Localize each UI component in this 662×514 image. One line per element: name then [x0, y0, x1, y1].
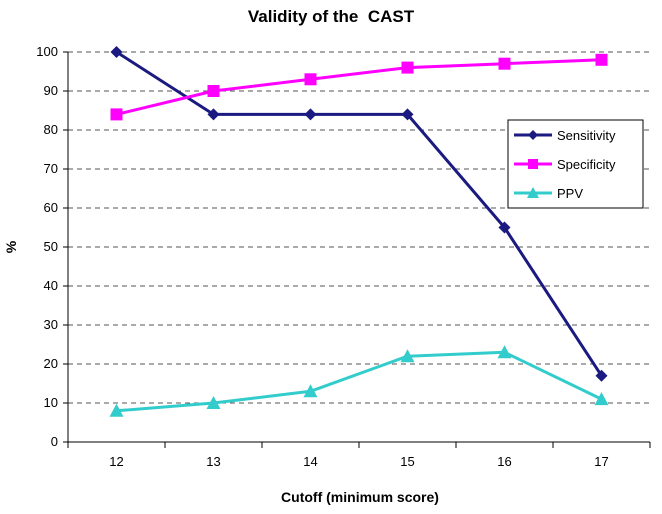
legend-item-specificity: Specificity [514, 157, 616, 172]
square-marker [528, 159, 538, 169]
square-marker [207, 85, 220, 97]
legend: Sensitivity Specificity PPV [507, 119, 644, 209]
legend-item-ppv: PPV [514, 186, 583, 201]
x-axis-title: Cutoff (minimum score) [281, 489, 439, 505]
triangle-marker [206, 396, 221, 409]
diamond-marker [207, 108, 220, 121]
diamond-marker [401, 108, 414, 121]
x-ticks: 12 13 14 15 16 17 [67, 442, 651, 469]
square-marker [401, 61, 414, 74]
chart-title: Validity of the CAST [248, 7, 415, 26]
triangle-marker [109, 403, 124, 417]
square-marker [304, 73, 317, 86]
grid [68, 51, 650, 404]
diamond-marker [498, 221, 511, 234]
legend-label: PPV [557, 186, 583, 201]
diamond-marker [110, 46, 123, 58]
triangle-marker [303, 384, 318, 398]
y-tick-label: 80 [44, 122, 58, 137]
y-tick-label: 100 [36, 44, 58, 59]
diamond-marker [528, 130, 538, 140]
y-axis-title: % [3, 240, 19, 253]
x-tick-label: 17 [594, 454, 608, 469]
triangle-marker [497, 345, 512, 359]
series-ppv [109, 345, 609, 417]
square-marker [595, 53, 608, 66]
y-tick-label: 70 [44, 161, 58, 176]
triangle-marker [594, 392, 609, 406]
x-tick-label: 16 [497, 454, 511, 469]
y-ticks: 0 10 20 30 40 50 60 70 80 90 100 [36, 44, 68, 449]
y-tick-label: 50 [44, 239, 58, 254]
y-tick-label: 10 [44, 395, 58, 410]
series-line [115, 50, 603, 377]
y-tick-label: 90 [44, 83, 58, 98]
series-line [116, 350, 603, 413]
diamond-marker [595, 369, 608, 382]
series-specificity [110, 53, 608, 121]
y-tick-label: 40 [44, 278, 58, 293]
y-tick-label: 0 [51, 434, 58, 449]
y-tick-label: 30 [44, 317, 58, 332]
legend-label: Sensitivity [557, 128, 616, 143]
triangle-marker [527, 187, 539, 198]
y-tick-label: 20 [44, 356, 58, 371]
diamond-marker [304, 108, 317, 121]
legend-label: Specificity [557, 157, 616, 172]
x-tick-label: 13 [206, 454, 220, 469]
triangle-marker [400, 349, 415, 363]
y-tick-label: 60 [44, 200, 58, 215]
series-sensitivity [110, 46, 608, 382]
x-tick-label: 12 [109, 454, 123, 469]
series-line [116, 58, 602, 116]
square-marker [498, 57, 511, 70]
square-marker [110, 108, 123, 121]
x-tick-label: 15 [400, 454, 414, 469]
series-layer [109, 46, 609, 417]
legend-item-sensitivity: Sensitivity [514, 128, 616, 143]
x-tick-label: 14 [303, 454, 317, 469]
